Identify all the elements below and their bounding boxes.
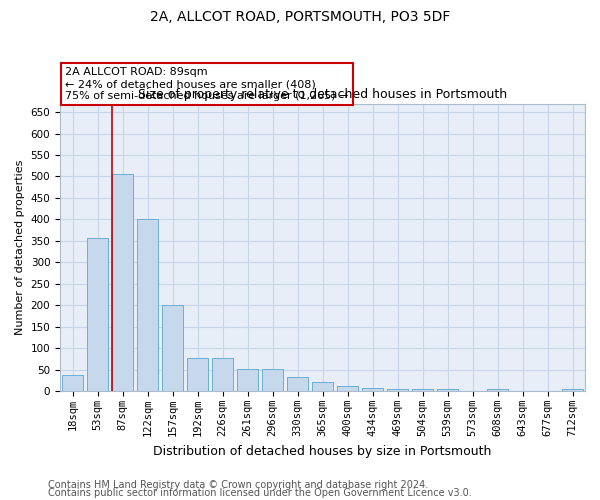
Bar (62, 374, 83, 391)
Bar (237, 368, 258, 391)
Bar (137, 220, 158, 391)
Bar (562, 390, 583, 391)
Bar (362, 388, 383, 391)
Bar (337, 386, 358, 391)
Text: 2A ALLCOT ROAD: 89sqm
← 24% of detached houses are smaller (408)
75% of semi-det: 2A ALLCOT ROAD: 89sqm ← 24% of detached … (65, 68, 349, 100)
Bar (287, 377, 308, 391)
Bar (162, 305, 183, 391)
Bar (112, 174, 133, 391)
Y-axis label: Number of detached properties: Number of detached properties (15, 160, 25, 335)
X-axis label: Distribution of detached houses by size in Portsmouth: Distribution of detached houses by size … (154, 444, 492, 458)
Bar (412, 390, 433, 391)
Bar (437, 390, 458, 391)
Text: Contains public sector information licensed under the Open Government Licence v3: Contains public sector information licen… (48, 488, 472, 498)
Text: 2A, ALLCOT ROAD, PORTSMOUTH, PO3 5DF: 2A, ALLCOT ROAD, PORTSMOUTH, PO3 5DF (150, 10, 450, 24)
Bar (487, 390, 508, 391)
Bar (312, 382, 333, 391)
Bar (262, 368, 283, 391)
Bar (212, 358, 233, 391)
Text: Contains HM Land Registry data © Crown copyright and database right 2024.: Contains HM Land Registry data © Crown c… (48, 480, 428, 490)
Title: Size of property relative to detached houses in Portsmouth: Size of property relative to detached ho… (138, 88, 507, 101)
Bar (187, 358, 208, 391)
Bar (87, 238, 108, 391)
Bar (387, 389, 408, 391)
